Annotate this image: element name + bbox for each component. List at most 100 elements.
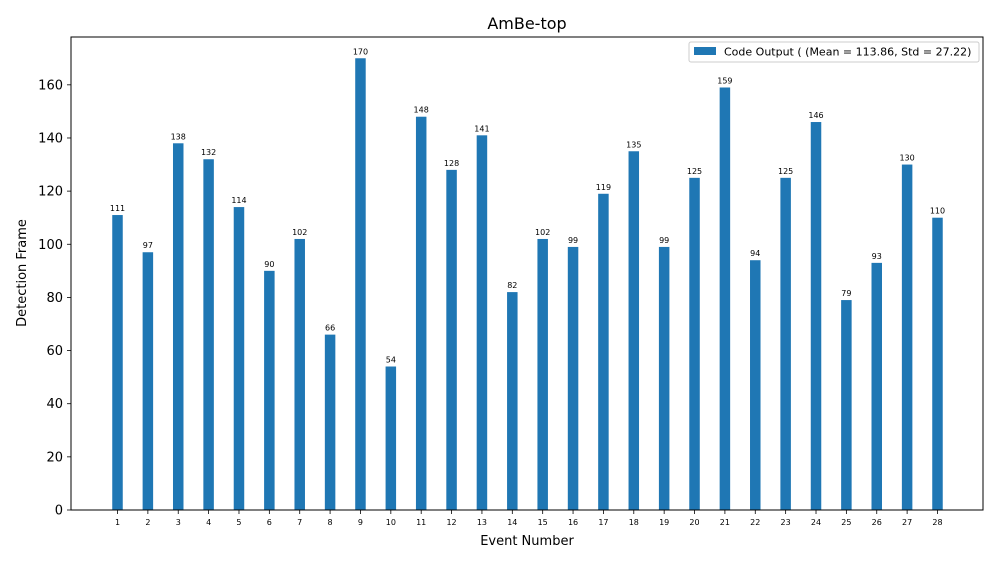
- x-tick-label: 22: [750, 518, 760, 527]
- bar-value-label: 132: [201, 148, 216, 157]
- bar-value-label: 128: [444, 159, 459, 168]
- x-tick-label: 6: [267, 518, 272, 527]
- bar: [750, 260, 761, 510]
- x-tick-label: 10: [386, 518, 396, 527]
- bar-value-label: 170: [353, 47, 368, 56]
- bar: [507, 292, 518, 510]
- bar-value-label: 94: [750, 249, 760, 258]
- x-axis-ticks: 1 2 3 4 5 6 7 8 9 10 11 12 13 14 15 16 17 18 19 20 21 22 23 24 2…: [115, 510, 943, 527]
- x-tick-label: 1: [115, 518, 120, 527]
- x-tick-label: 9: [358, 518, 363, 527]
- bar: [841, 300, 852, 510]
- bar-value-label: 99: [568, 236, 578, 245]
- y-tick-label: 60: [46, 344, 63, 359]
- x-tick-label: 11: [416, 518, 426, 527]
- y-tick-label: 140: [38, 131, 63, 146]
- bar-value-label: 79: [841, 289, 851, 298]
- x-tick-label: 3: [176, 518, 181, 527]
- bar-value-labels: 111 97 138 132 114 90 102 66 170 54 148 128 141 82 102…: [110, 47, 945, 364]
- bar-value-label: 130: [899, 154, 914, 163]
- bar: [355, 58, 366, 510]
- x-tick-label: 24: [811, 518, 821, 527]
- bar: [780, 177, 791, 510]
- x-axis-label: Event Number: [480, 534, 574, 549]
- x-tick-label: 2: [145, 518, 150, 527]
- y-tick-label: 100: [38, 238, 63, 253]
- legend-entry-label: Code Output ( (Mean = 113.86, Std = 27.2…: [724, 46, 971, 59]
- bar: [567, 246, 579, 510]
- x-tick-label: 23: [781, 518, 791, 527]
- x-tick-label: 13: [477, 518, 487, 527]
- x-tick-label: 27: [902, 518, 912, 527]
- y-axis-label: Detection Frame: [15, 219, 30, 327]
- x-tick-label: 18: [629, 518, 639, 527]
- bar-value-label: 159: [717, 76, 732, 85]
- bar: [172, 143, 184, 511]
- bar-value-label: 138: [171, 132, 186, 141]
- y-axis-ticks: 0 20 40 60 80 100 120 140 160: [38, 78, 71, 519]
- bar: [294, 238, 305, 510]
- bar-value-label: 102: [292, 228, 307, 237]
- x-tick-label: 17: [598, 518, 608, 527]
- legend: Code Output ( (Mean = 113.86, Std = 27.2…: [688, 41, 980, 63]
- y-tick-label: 120: [38, 185, 63, 200]
- bars-group: [112, 58, 943, 511]
- bar: [598, 193, 609, 510]
- bar-value-label: 141: [474, 124, 489, 133]
- bar-value-label: 119: [596, 183, 611, 192]
- bar: [871, 262, 882, 510]
- x-tick-label: 19: [659, 518, 669, 527]
- bar-value-label: 125: [778, 167, 793, 176]
- bar: [658, 246, 670, 510]
- bar: [810, 122, 822, 510]
- bar-value-label: 54: [386, 356, 396, 365]
- bar-value-label: 99: [659, 236, 669, 245]
- x-tick-label: 20: [689, 518, 699, 527]
- bar: [203, 159, 214, 511]
- legend-swatch: [694, 47, 716, 55]
- bar: [142, 252, 154, 511]
- x-tick-label: 7: [297, 518, 302, 527]
- x-tick-label: 16: [568, 518, 578, 527]
- bar-value-label: 125: [687, 167, 702, 176]
- bar: [537, 238, 548, 510]
- bar-value-label: 93: [872, 252, 882, 261]
- bar: [689, 177, 700, 510]
- x-tick-label: 12: [446, 518, 456, 527]
- x-tick-label: 5: [236, 518, 241, 527]
- x-tick-label: 25: [841, 518, 851, 527]
- bar: [324, 334, 336, 510]
- bar-value-label: 135: [626, 140, 641, 149]
- bar: [476, 135, 488, 510]
- y-tick-label: 20: [46, 450, 63, 465]
- bar: [385, 366, 397, 510]
- bar: [719, 87, 731, 511]
- bar: [446, 169, 457, 510]
- bar-value-label: 90: [264, 260, 274, 269]
- bar-value-label: 97: [143, 241, 153, 250]
- bar: [264, 270, 275, 510]
- y-tick-label: 0: [55, 504, 63, 519]
- bar: [415, 116, 427, 510]
- plot-frame: [70, 36, 984, 511]
- y-tick-label: 40: [46, 397, 63, 412]
- x-tick-label: 28: [932, 518, 942, 527]
- bar-value-label: 146: [808, 111, 823, 120]
- bar: [233, 207, 245, 510]
- legend-box: [688, 41, 980, 63]
- x-tick-label: 14: [507, 518, 517, 527]
- x-tick-label: 26: [872, 518, 882, 527]
- bar: [628, 151, 640, 510]
- bar-value-label: 111: [110, 204, 125, 213]
- y-tick-label: 160: [38, 78, 63, 93]
- bar: [932, 217, 943, 510]
- x-tick-label: 15: [538, 518, 548, 527]
- bar-value-label: 82: [507, 281, 517, 290]
- x-tick-label: 21: [720, 518, 730, 527]
- bar-value-label: 110: [930, 207, 945, 216]
- x-tick-label: 4: [206, 518, 211, 527]
- x-tick-label: 8: [328, 518, 333, 527]
- bar-value-label: 148: [414, 106, 429, 115]
- chart-title: AmBe-top: [487, 14, 566, 33]
